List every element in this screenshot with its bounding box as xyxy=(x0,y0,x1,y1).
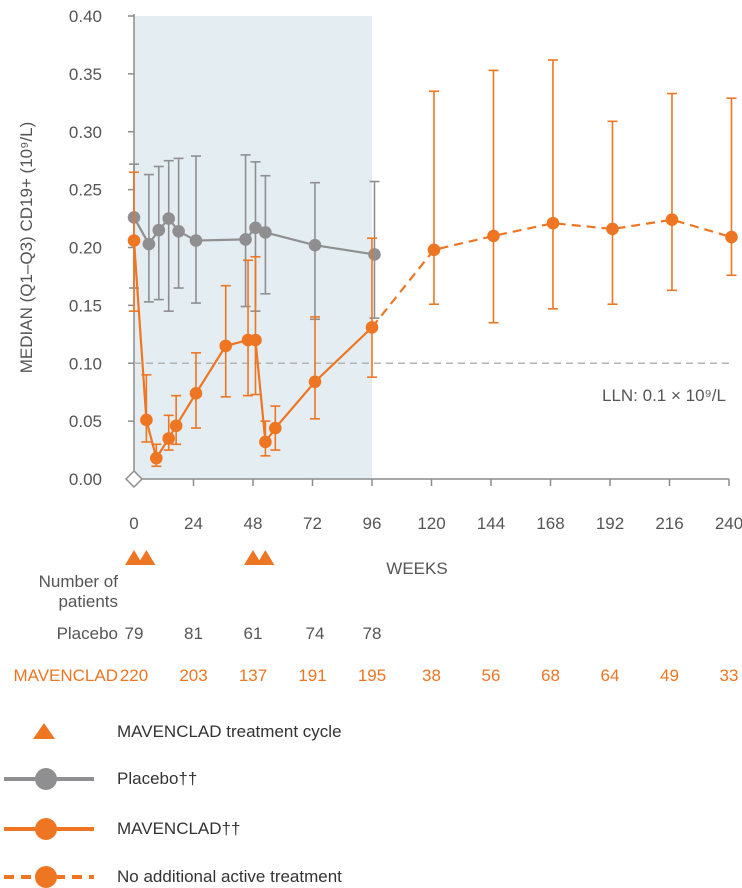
y-tick-label: 0.05 xyxy=(69,412,102,431)
data-point xyxy=(725,230,738,244)
mavenclad-count: 33 xyxy=(720,666,739,685)
data-point xyxy=(665,213,679,227)
legend-label-no-additional-treatment: No additional active treatment xyxy=(117,867,342,886)
data-point xyxy=(606,222,619,236)
x-tick-label: 96 xyxy=(363,514,382,533)
placebo-count: 74 xyxy=(306,624,325,643)
data-point xyxy=(189,387,203,400)
x-axis-title: WEEKS xyxy=(386,559,447,578)
mavenclad-count: 137 xyxy=(239,666,267,685)
placebo-count: 79 xyxy=(125,624,144,643)
x-tick-label: 0 xyxy=(129,514,138,533)
data-point xyxy=(162,432,176,445)
y-tick-label: 0.15 xyxy=(69,296,102,315)
data-point xyxy=(239,233,252,246)
data-point xyxy=(269,421,282,435)
mavenclad-count: 56 xyxy=(482,666,501,685)
data-point xyxy=(172,224,185,238)
data-point xyxy=(308,238,322,252)
placebo-count: 78 xyxy=(363,624,382,643)
mavenclad-count: 38 xyxy=(422,666,441,685)
legend-item-no-additional-treatment: No additional active treatment xyxy=(4,866,342,888)
data-point xyxy=(142,237,156,251)
legend-label-treatment-cycle: MAVENCLAD treatment cycle xyxy=(117,722,342,741)
data-point xyxy=(249,221,262,235)
x-tick-label: 48 xyxy=(244,514,263,533)
treatment-cycle-triangle xyxy=(244,550,262,565)
y-tick-label: 0.20 xyxy=(69,239,102,258)
y-tick-label: 0.35 xyxy=(69,65,102,84)
series-no-additional-treatment xyxy=(371,59,738,329)
x-tick-label: 240 xyxy=(715,514,742,533)
dashed-marker-icon xyxy=(35,866,57,888)
y-tick-label: 0.40 xyxy=(69,7,102,26)
mavenclad-count: 195 xyxy=(358,666,386,685)
mavenclad-count: 64 xyxy=(601,666,620,685)
y-tick-label: 0.30 xyxy=(69,123,102,142)
y-axis-title: MEDIAN (Q1–Q3) CD19+ (10⁹/L) xyxy=(17,122,36,374)
mavenclad-count: 49 xyxy=(660,666,679,685)
patients-header-line1: Number of xyxy=(39,572,119,591)
treatment-cycle-triangle xyxy=(137,550,156,565)
data-point xyxy=(127,234,141,247)
data-point xyxy=(368,248,381,261)
data-point xyxy=(487,229,500,243)
data-point xyxy=(308,375,322,389)
data-point xyxy=(249,333,262,347)
series-line xyxy=(371,218,732,329)
y-tick-label: 0.00 xyxy=(69,470,102,489)
data-point xyxy=(150,451,163,465)
data-point xyxy=(546,216,560,230)
legend: MAVENCLAD treatment cycle Placebo†† MAVE… xyxy=(4,722,342,888)
placebo-marker-icon xyxy=(35,768,57,790)
y-tick-label: 0.25 xyxy=(69,181,102,200)
y-tick-label: 0.10 xyxy=(69,354,102,373)
treatment-cycle-triangle xyxy=(256,550,275,565)
triangle-icon xyxy=(33,723,55,739)
data-point xyxy=(219,339,233,353)
x-tick-label: 72 xyxy=(303,514,322,533)
mavenclad-count: 68 xyxy=(541,666,560,685)
placebo-count: 81 xyxy=(184,624,203,643)
data-point xyxy=(140,413,153,427)
x-tick-label: 216 xyxy=(655,514,683,533)
legend-item-mavenclad: MAVENCLAD†† xyxy=(4,818,240,840)
data-point xyxy=(189,234,203,247)
patients-header-line2: patients xyxy=(58,592,118,611)
mavenclad-row-label: MAVENCLAD xyxy=(13,666,118,685)
treatment-cycle-triangle xyxy=(125,550,143,565)
mavenclad-count: 191 xyxy=(298,666,326,685)
mavenclad-count: 203 xyxy=(179,666,207,685)
plot-area: 0.00 0.05 0.10 0.15 0.20 0.25 0.30 0.35 0.40 0 24 4… xyxy=(17,7,742,578)
placebo-count: 61 xyxy=(244,624,263,643)
legend-label-mavenclad: MAVENCLAD†† xyxy=(117,819,240,838)
x-tick-label: 192 xyxy=(596,514,624,533)
x-tick-label: 144 xyxy=(477,514,505,533)
x-tick-label: 24 xyxy=(184,514,203,533)
legend-label-placebo: Placebo†† xyxy=(117,769,197,788)
legend-item-placebo: Placebo†† xyxy=(4,768,197,790)
data-point xyxy=(427,243,441,257)
x-tick-label: 168 xyxy=(536,514,564,533)
legend-item-treatment-cycle: MAVENCLAD treatment cycle xyxy=(33,722,342,741)
mavenclad-count: 220 xyxy=(120,666,148,685)
axis-break-icon xyxy=(124,469,144,489)
data-point xyxy=(162,212,176,225)
placebo-row-label: Placebo xyxy=(57,624,118,643)
patient-count-table: Number of patients Placebo MAVENCLAD 79 8… xyxy=(13,572,738,685)
x-tick-label: 120 xyxy=(417,514,445,533)
mavenclad-marker-icon xyxy=(35,818,57,840)
data-point xyxy=(259,226,272,239)
data-point xyxy=(152,223,166,237)
data-point xyxy=(259,435,272,449)
lln-label: LLN: 0.1 × 10⁹/L xyxy=(602,386,726,405)
data-point xyxy=(169,419,183,433)
